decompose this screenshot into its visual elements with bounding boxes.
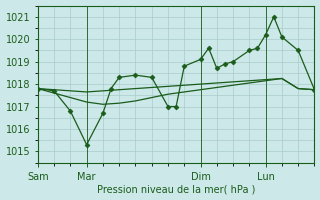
X-axis label: Pression niveau de la mer( hPa ): Pression niveau de la mer( hPa ) xyxy=(97,184,255,194)
